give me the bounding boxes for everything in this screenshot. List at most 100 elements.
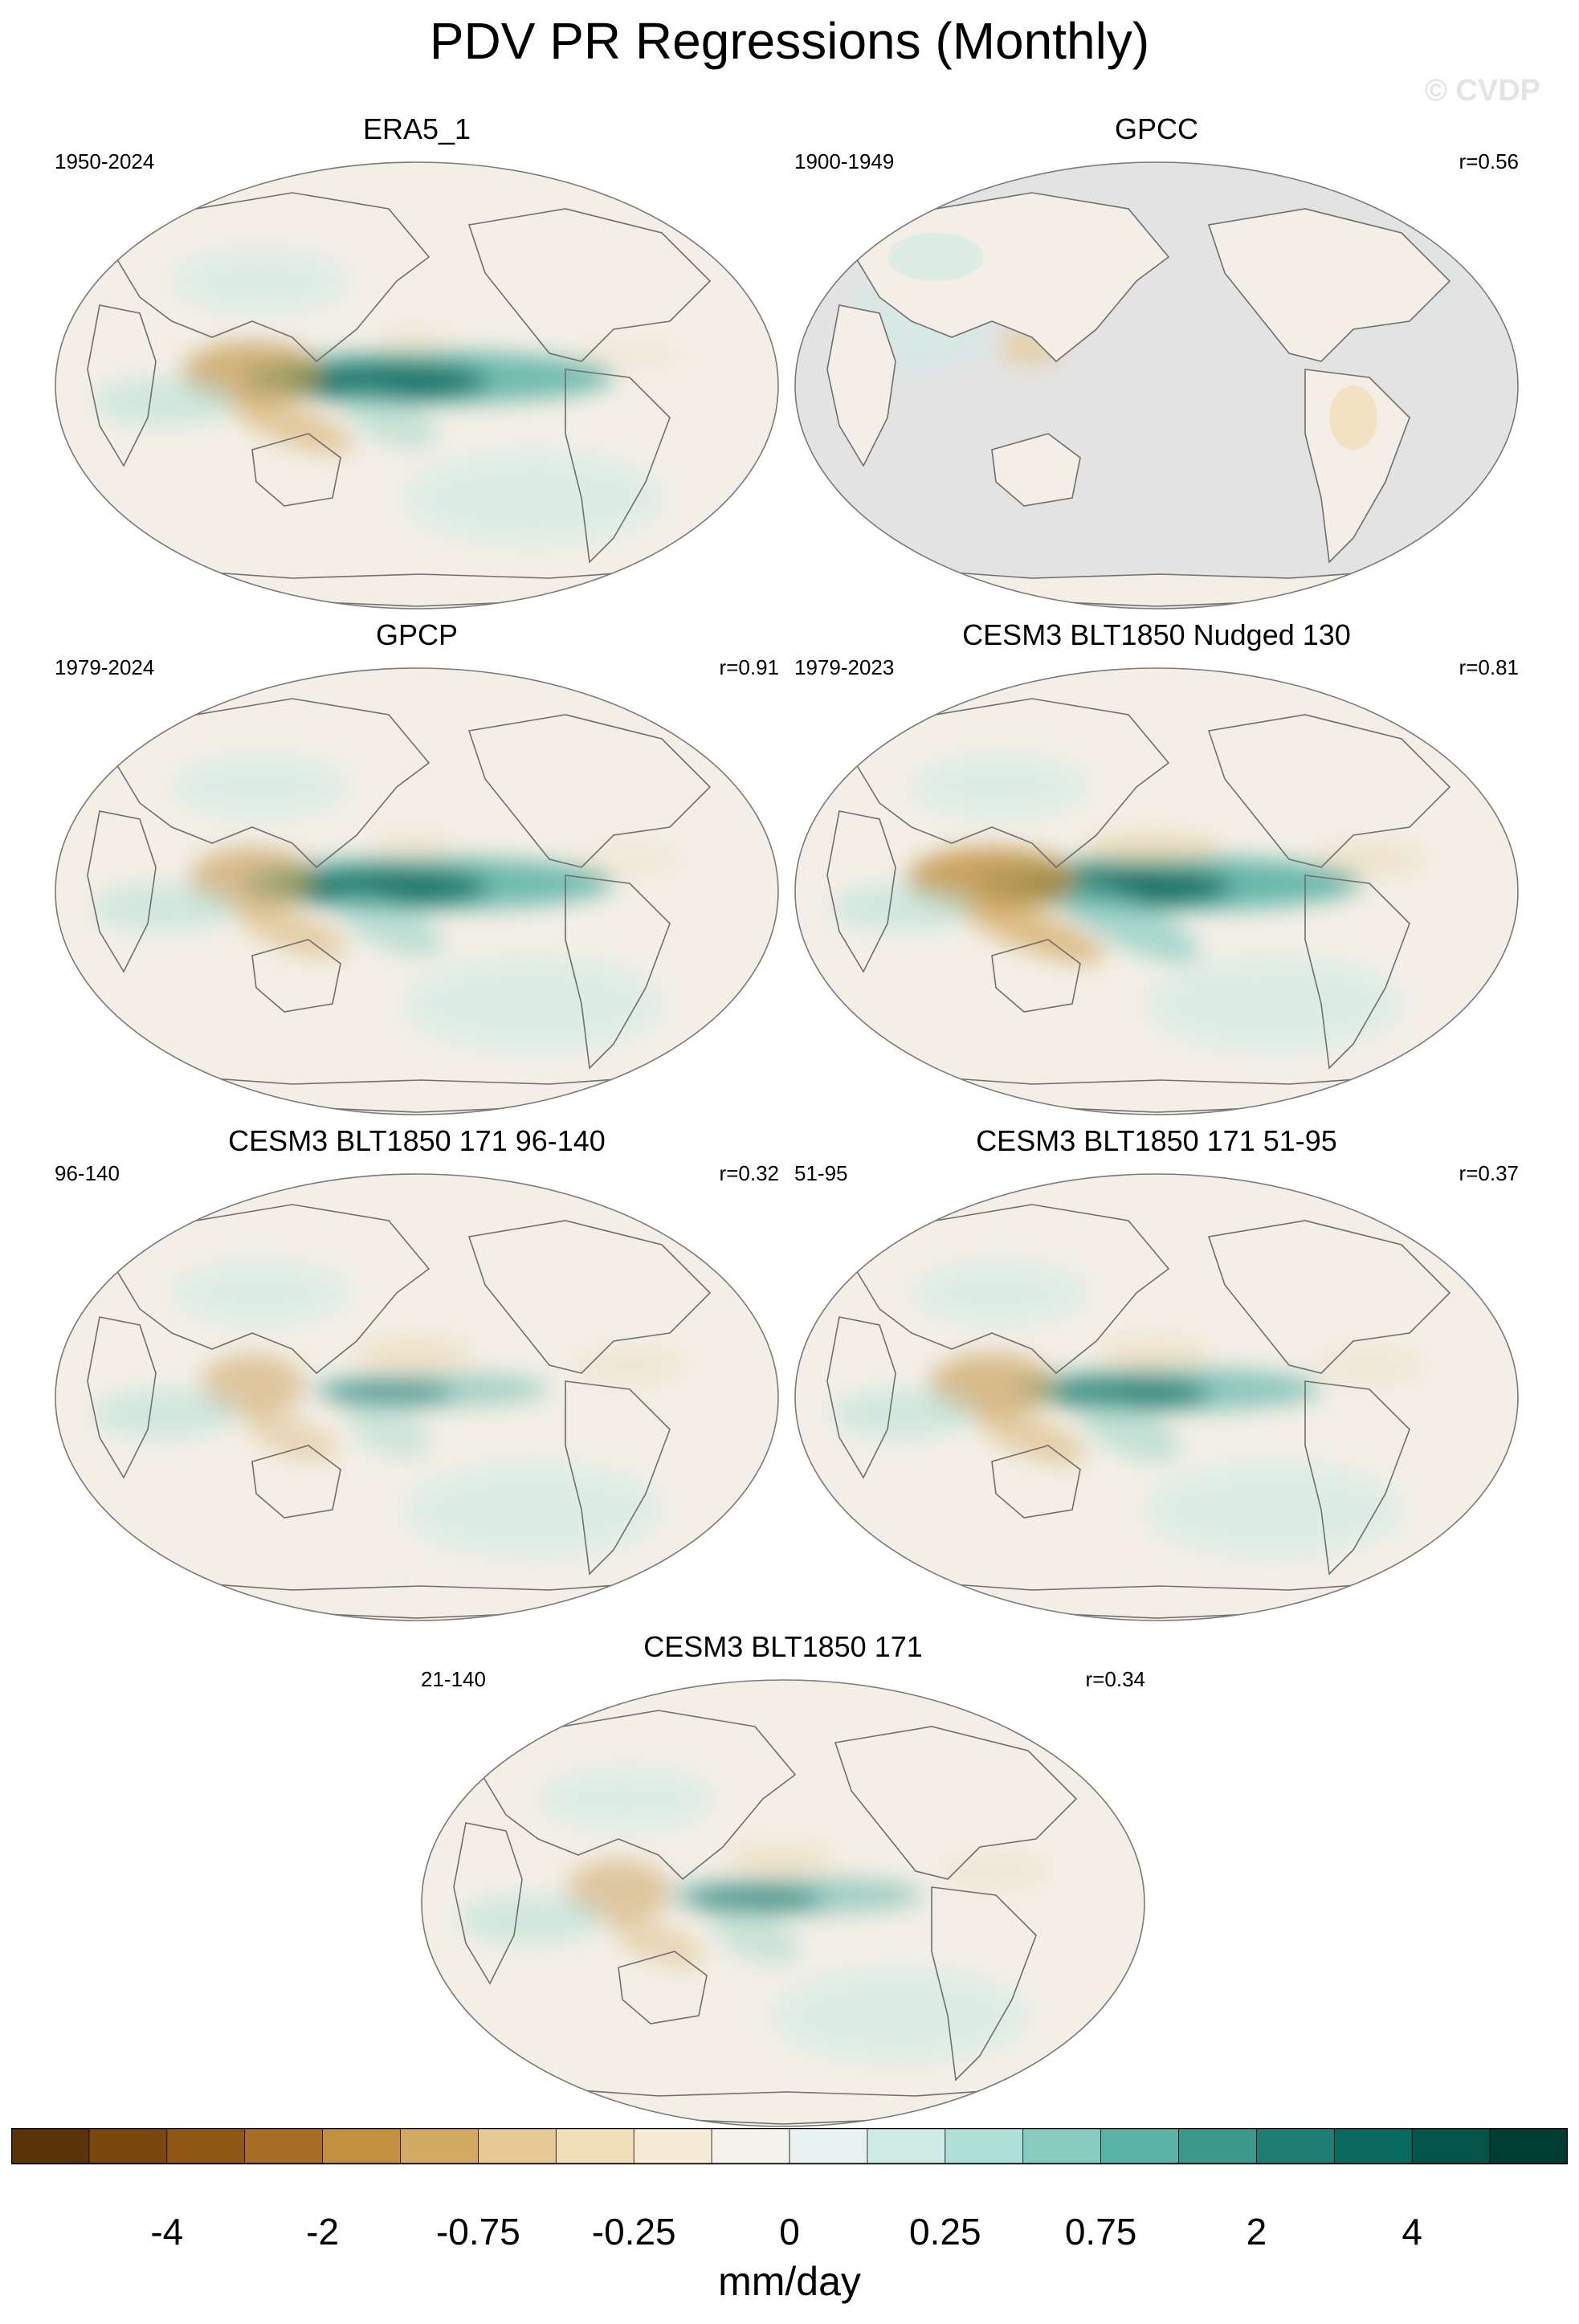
panel-period: 1900-1949 (794, 149, 895, 173)
africa-land (826, 1316, 896, 1479)
world-map (55, 161, 779, 610)
panel-period: 1979-2023 (794, 655, 895, 679)
panel-period: 51-95 (794, 1161, 848, 1185)
colorbar-segment (711, 2128, 790, 2164)
anomaly-blob (977, 1410, 1087, 1465)
anomaly-blob (353, 1337, 473, 1369)
map-panel: CESM3 BLT1850 171 51-95 51-95 r=0.37 (791, 1124, 1522, 1622)
north-america-land (1207, 1220, 1451, 1374)
anomaly-blob (92, 1389, 236, 1437)
australia-land (991, 939, 1081, 1013)
australia-land (618, 1951, 708, 2024)
panel-title: ERA5_1 (362, 112, 471, 145)
map-panel: CESM3 BLT1850 171 21-140 r=0.34 (418, 1630, 1149, 2128)
anomaly-blob (573, 842, 686, 877)
map-border (55, 1173, 779, 1621)
asia-land (115, 1204, 430, 1375)
anomaly-blob (538, 1767, 715, 1831)
north-america-land (834, 1726, 1078, 1880)
anomaly-blob (231, 397, 353, 455)
panel-period: 21-140 (421, 1667, 486, 1691)
anomaly-blob (831, 883, 976, 932)
colorbar-segment (1333, 2128, 1414, 2164)
anomaly-blob (247, 1413, 338, 1462)
asia-land (115, 698, 430, 869)
anomaly-blob (458, 1895, 602, 1943)
panel-correlation: r=0.37 (1459, 1161, 1519, 1185)
africa-land (87, 1316, 157, 1479)
colorbar-segment (88, 2128, 168, 2164)
north-america-land (467, 1220, 712, 1374)
colorbar-segment (945, 2128, 1024, 2164)
panel-title: CESM3 BLT1850 171 96-140 (228, 1124, 606, 1157)
panel-title: CESM3 BLT1850 171 51-95 (976, 1124, 1337, 1157)
colorbar-segment (555, 2128, 635, 2164)
panel-correlation: r=0.34 (1085, 1667, 1145, 1691)
panel-period: 1950-2024 (55, 149, 155, 173)
asia-land (855, 698, 1170, 869)
south-america-land (565, 369, 671, 564)
anomaly-blob (370, 831, 455, 863)
anomaly-blob (1144, 956, 1402, 1052)
precip-anomaly-field (831, 1261, 1426, 1558)
anomaly-blob (831, 1389, 976, 1437)
colorbar-tick-label: 0.75 (1064, 2211, 1137, 2253)
africa-land (453, 1822, 523, 1985)
anomaly-blob (1329, 385, 1377, 450)
colorbar-segment (11, 2128, 90, 2164)
anomaly-blob (1083, 831, 1222, 863)
map-border (794, 1173, 1519, 1621)
colorbar-segment (166, 2128, 246, 2164)
anomaly-blob (405, 450, 662, 546)
south-america-land (931, 1886, 1037, 2081)
anomaly-blob (405, 1462, 662, 1558)
south-america-land (565, 1380, 671, 1576)
map-panel: CESM3 BLT1850 171 96-140 96-140 r=0.32 (51, 1124, 782, 1622)
colorbar-segment (244, 2128, 324, 2164)
panel-period: 96-140 (55, 1161, 120, 1185)
map-border (794, 667, 1519, 1115)
panel-correlation: r=0.56 (1459, 149, 1519, 173)
world-map (794, 161, 1519, 610)
anomaly-blob (1096, 1337, 1209, 1369)
anomaly-blob (940, 1853, 1052, 1889)
australia-land (991, 1445, 1081, 1519)
anomaly-blob (613, 1918, 704, 1968)
anomaly-blob (333, 890, 444, 957)
anomaly-blob (172, 1261, 349, 1325)
map-panel: GPCC 1900-1949 r=0.56 (791, 112, 1522, 610)
map-border (421, 1679, 1145, 2127)
world-map (421, 1679, 1145, 2127)
anomaly-blob (172, 755, 349, 819)
world-map (794, 1173, 1519, 1621)
anomaly-blob (405, 956, 662, 1052)
world-map (55, 667, 779, 1115)
colorbar-tick-label: 4 (1402, 2211, 1422, 2253)
colorbar-units: mm/day (718, 2259, 861, 2304)
panel-correlation: r=0.81 (1459, 655, 1519, 679)
anomaly-blob (1057, 883, 1200, 964)
australia-land (251, 433, 341, 507)
anomaly-blob (237, 904, 348, 959)
anomaly-blob (324, 1380, 454, 1406)
asia-land (855, 1204, 1170, 1375)
world-map (55, 1173, 779, 1621)
anomaly-blob (1144, 1462, 1402, 1558)
anomaly-blob (887, 233, 984, 281)
colorbar-segment (633, 2128, 713, 2164)
asia-land (115, 192, 430, 363)
north-america-land (467, 208, 712, 362)
panel-correlation: r=0.91 (719, 655, 779, 679)
colorbar-frame (11, 2128, 1568, 2165)
world-map (794, 667, 1519, 1115)
colorbar-segment (400, 2128, 479, 2164)
map-border (55, 667, 779, 1115)
anomaly-blob (723, 1843, 835, 1875)
colorbar-tick-label: -0.75 (435, 2211, 520, 2253)
anomaly-blob (1076, 1396, 1181, 1462)
north-america-land (1207, 208, 1451, 362)
colorbar-tick-label: -0.25 (591, 2211, 676, 2253)
precip-anomaly-field (831, 755, 1426, 1052)
anomaly-blob (573, 336, 686, 371)
colorbar (11, 2128, 1568, 2165)
